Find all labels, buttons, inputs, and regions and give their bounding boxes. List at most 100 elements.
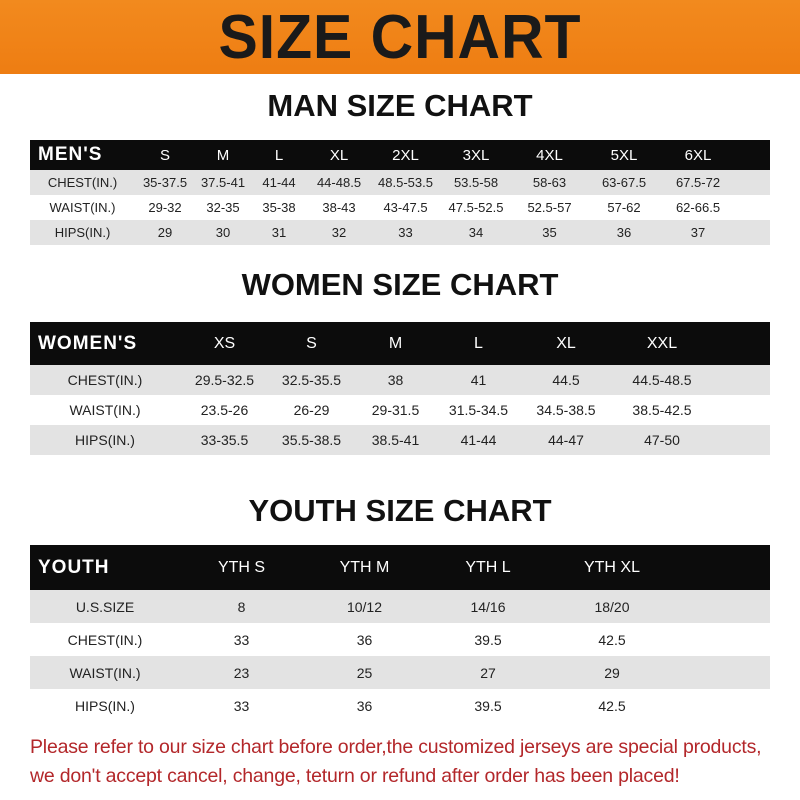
cell-value: 43-47.5	[383, 200, 428, 215]
row-label: CHEST(IN.)	[67, 631, 143, 648]
banner-title: SIZE CHART	[218, 2, 582, 72]
cell-value: 36	[356, 697, 373, 714]
cell-value: 44.5-48.5	[632, 372, 692, 388]
table-row: CHEST(IN.) 35-37.5 37.5-41 41-44 44-48.5 48.5…	[30, 170, 770, 195]
cell-value: 48.5-53.5	[378, 175, 433, 190]
women-size-table: WOMEN'S XS S M L XL XXL CHEST(IN.) 29.5-32.5 32.5…	[30, 322, 770, 455]
cell-value: 32	[331, 225, 347, 240]
cell-value: 33-35.5	[200, 432, 249, 448]
cell-value: 38.5-42.5	[632, 402, 692, 418]
cell-value: 67.5-72	[675, 175, 721, 190]
cell-value: 32.5-35.5	[281, 372, 342, 388]
cell-value: 23	[233, 664, 250, 681]
table-header-label: WOMEN'S	[38, 332, 138, 354]
size-header: XS	[213, 334, 236, 352]
cell-value: 42.5	[598, 697, 626, 714]
cell-value: 23.5-26	[200, 402, 249, 418]
table-row: WAIST(IN.) 23 25 27 29	[30, 656, 770, 689]
cell-value: 38.5-41	[371, 432, 420, 448]
size-header: L	[274, 146, 284, 164]
size-header: YTH S	[217, 558, 266, 576]
table-header-label: YOUTH	[38, 556, 110, 578]
row-label: WAIST(IN.)	[49, 200, 116, 215]
cell-value: 14/16	[470, 598, 506, 615]
cell-value: 29	[604, 664, 620, 681]
cell-value: 38	[387, 372, 404, 388]
cell-value: 27	[480, 664, 496, 681]
cell-value: 34.5-38.5	[536, 402, 596, 418]
cell-value: 41-44	[460, 432, 497, 448]
notice-line-1: Please refer to our size chart before or…	[30, 736, 762, 758]
cell-value: 39.5	[474, 631, 502, 648]
cell-value: 44-48.5	[316, 175, 362, 190]
row-label: CHEST(IN.)	[47, 175, 118, 190]
cell-value: 29-32	[148, 200, 182, 215]
cell-value: 37.5-41	[200, 175, 246, 190]
cell-value: 42.5	[598, 631, 626, 648]
cell-value: 10/12	[346, 598, 383, 615]
cell-value: 63-67.5	[601, 175, 647, 190]
size-header: 3XL	[462, 146, 490, 164]
size-header: YTH XL	[583, 558, 640, 576]
cell-value: 58-63	[532, 175, 567, 190]
cell-value: 47-50	[644, 432, 680, 448]
men-size-table: MEN'S S M L XL 2XL 3XL 4XL 5XL 6XL CHEST(IN.) 35-37…	[30, 140, 770, 245]
size-header: XL	[556, 334, 576, 352]
cell-value: 52.5-57	[527, 200, 572, 215]
women-title: WOMEN SIZE CHART	[241, 267, 559, 302]
row-label: U.S.SIZE	[75, 598, 135, 615]
header-row: YOUTH YTH S YTH M YTH L YTH XL	[30, 545, 770, 590]
cell-value: 33	[233, 631, 250, 648]
order-notice: Please refer to our size chart before or…	[30, 733, 790, 791]
cell-value: 53.5-58	[453, 175, 499, 190]
men-title: MAN SIZE CHART	[267, 88, 533, 123]
cell-value: 29-31.5	[371, 402, 420, 418]
youth-title: YOUTH SIZE CHART	[248, 493, 552, 528]
size-header: XXL	[646, 334, 678, 352]
cell-value: 30	[215, 225, 231, 240]
cell-value: 18/20	[594, 598, 630, 615]
cell-value: 35	[542, 225, 557, 240]
cell-value: 32-35	[206, 200, 240, 215]
cell-value: 39.5	[474, 697, 502, 714]
cell-value: 62-66.5	[675, 200, 721, 215]
header-row: MEN'S S M L XL 2XL 3XL 4XL 5XL 6XL	[30, 140, 770, 170]
cell-value: 26-29	[293, 402, 330, 418]
cell-value: 47.5-52.5	[448, 200, 504, 215]
size-header: YTH L	[465, 558, 511, 576]
row-label: CHEST(IN.)	[67, 372, 143, 388]
size-header: XL	[329, 146, 349, 164]
table-row: HIPS(IN.) 29 30 31 32 33 34 35 36 37	[30, 220, 770, 245]
size-header: M	[216, 146, 230, 164]
cell-value: 31.5-34.5	[448, 402, 509, 418]
cell-value: 57-62	[607, 200, 641, 215]
cell-value: 35-37.5	[142, 175, 188, 190]
table-row: U.S.SIZE 8 10/12 14/16 18/20	[30, 590, 770, 623]
cell-value: 41	[470, 372, 487, 388]
size-header: S	[306, 334, 317, 352]
size-header: 5XL	[610, 146, 638, 164]
row-label: HIPS(IN.)	[54, 225, 111, 240]
cell-value: 35.5-38.5	[281, 432, 342, 448]
cell-value: 44.5	[552, 372, 580, 388]
size-header: YTH M	[339, 558, 390, 576]
table-row: WAIST(IN.) 29-32 32-35 35-38 38-43 43-47.5 47.…	[30, 195, 770, 220]
row-label: WAIST(IN.)	[69, 402, 141, 418]
cell-value: 34	[468, 225, 484, 240]
size-chart-banner: SIZE CHART	[0, 0, 800, 74]
row-label: WAIST(IN.)	[69, 664, 141, 681]
size-header: S	[159, 146, 170, 164]
cell-value: 8	[237, 598, 246, 615]
cell-value: 25	[356, 664, 373, 681]
cell-value: 33	[398, 225, 413, 240]
size-header: 6XL	[684, 146, 712, 164]
cell-value: 36	[356, 631, 373, 648]
row-label: HIPS(IN.)	[75, 697, 135, 714]
table-header-label: MEN'S	[38, 144, 103, 165]
size-header: M	[388, 334, 403, 352]
table-row: CHEST(IN.) 33 36 39.5 42.5	[30, 623, 770, 656]
table-row: CHEST(IN.) 29.5-32.5 32.5-35.5 38 41 44.5 44.5…	[30, 365, 770, 395]
cell-value: 31	[271, 225, 287, 240]
size-header: L	[474, 334, 483, 352]
cell-value: 29.5-32.5	[194, 372, 255, 388]
